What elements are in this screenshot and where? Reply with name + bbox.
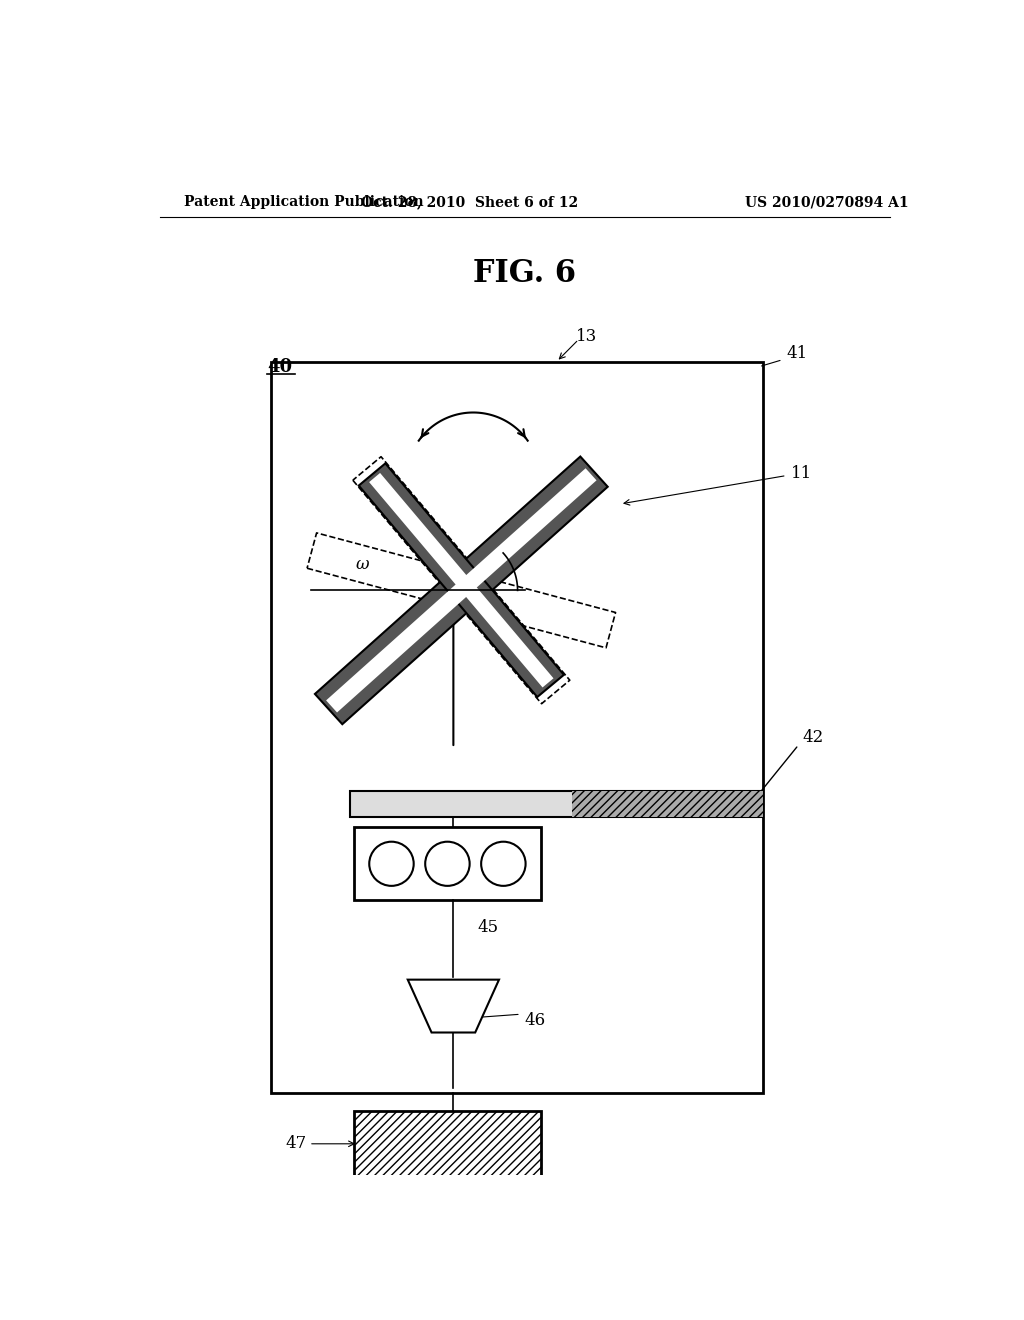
Text: 13: 13 bbox=[577, 327, 598, 345]
Text: 11: 11 bbox=[791, 465, 812, 482]
Text: Oct. 28, 2010  Sheet 6 of 12: Oct. 28, 2010 Sheet 6 of 12 bbox=[360, 195, 578, 209]
Text: US 2010/0270894 A1: US 2010/0270894 A1 bbox=[744, 195, 908, 209]
Text: 47: 47 bbox=[286, 1135, 306, 1152]
Polygon shape bbox=[326, 469, 597, 713]
Text: 42: 42 bbox=[803, 729, 824, 746]
Polygon shape bbox=[315, 457, 607, 725]
Text: FIG. 6: FIG. 6 bbox=[473, 257, 577, 289]
Bar bbox=[572, 791, 763, 817]
Ellipse shape bbox=[370, 842, 414, 886]
Bar bbox=[354, 1110, 541, 1177]
Text: 46: 46 bbox=[524, 1012, 546, 1028]
Polygon shape bbox=[408, 979, 499, 1032]
Text: 40: 40 bbox=[267, 358, 292, 376]
Text: 41: 41 bbox=[786, 345, 808, 362]
Polygon shape bbox=[358, 463, 564, 697]
Ellipse shape bbox=[425, 842, 470, 886]
Ellipse shape bbox=[481, 842, 525, 886]
Polygon shape bbox=[369, 473, 554, 688]
Text: ω: ω bbox=[355, 557, 369, 573]
Bar bbox=[354, 828, 541, 900]
Text: Patent Application Publication: Patent Application Publication bbox=[183, 195, 423, 209]
Bar bbox=[270, 362, 763, 1093]
Bar bbox=[350, 791, 763, 817]
Text: 45: 45 bbox=[477, 919, 499, 936]
